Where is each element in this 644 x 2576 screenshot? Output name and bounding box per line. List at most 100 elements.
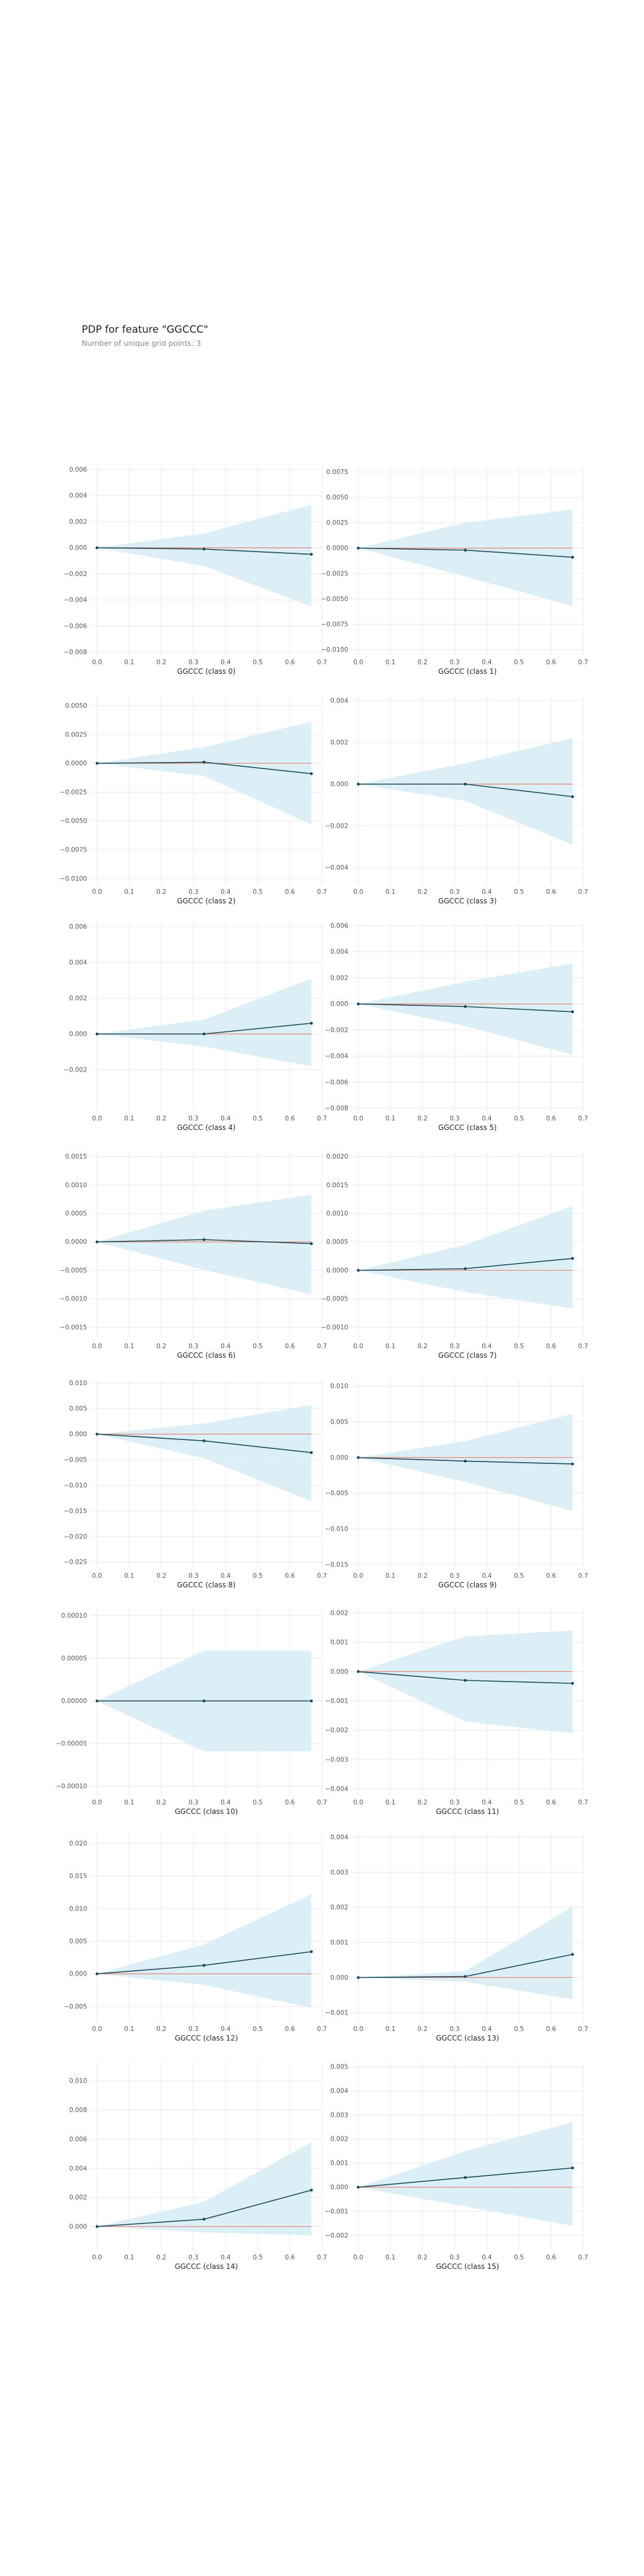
x-tick-label: 0.4: [482, 1799, 492, 1806]
x-tick-label: 0.4: [482, 1115, 492, 1122]
y-tick-label: 0.0000: [326, 545, 348, 552]
x-tick-label: 0.6: [285, 2026, 295, 2033]
y-tick-label: −0.003: [325, 1756, 348, 1763]
y-tick-label: −0.005: [64, 2003, 87, 2010]
y-tick-label: −0.001: [325, 2010, 348, 2017]
y-tick-label: 0.0000: [326, 1267, 348, 1274]
pdp-point: [309, 772, 313, 775]
x-tick-label: 0.6: [546, 1115, 556, 1122]
x-tick-label: 0.3: [188, 1572, 199, 1580]
x-axis-label: GGCCC (class 3): [438, 897, 497, 905]
pdp-chart-class-10: 0.00010 0.00005 0.00000 −0.00005 −0.00010 0.0…: [56, 1607, 327, 1816]
x-axis-label: GGCCC (class 15): [436, 2262, 499, 2271]
y-tick-label: 0.005: [69, 1405, 87, 1413]
x-tick-label: 0.7: [578, 1115, 589, 1122]
y-tick-label: 0.0025: [65, 731, 87, 738]
page-subtitle: Number of unique grid points: 3: [82, 339, 202, 348]
x-tick-label: 0.1: [385, 1343, 395, 1350]
pdp-chart-class-11: 0.002 0.001 0.000 −0.001 −0.002 −0.003 −0.004 0…: [325, 1607, 588, 1816]
y-tick-label: 0.0050: [65, 702, 87, 710]
y-tick-label: −0.002: [64, 1067, 87, 1074]
x-tick-label: 0.1: [124, 888, 134, 896]
y-tick-label: 0.004: [330, 2088, 348, 2095]
y-tick-label: 0.00000: [61, 1698, 87, 1705]
y-tick-label: −0.0010: [60, 1296, 87, 1303]
x-tick-label: 0.3: [450, 2026, 460, 2033]
pdp-point: [202, 1964, 206, 1967]
x-tick-label: 0.5: [253, 888, 263, 896]
x-axis-label: GGCCC (class 9): [438, 1581, 497, 1589]
y-tick-label: 0.000: [69, 1431, 87, 1438]
x-tick-label: 0.5: [253, 2026, 263, 2033]
x-tick-label: 0.4: [221, 659, 231, 666]
y-tick-label: 0.000: [330, 1974, 348, 1981]
x-tick-label: 0.0: [92, 2026, 102, 2033]
pdp-point: [463, 1459, 467, 1463]
pdp-point: [95, 1699, 99, 1702]
pdp-chart-class-9: 0.010 0.005 0.000 −0.005 −0.010 −0.015 0.0 0.1 0…: [325, 1380, 588, 1589]
x-tick-label: 0.1: [385, 1799, 395, 1806]
x-tick-label: 0.1: [385, 888, 395, 896]
x-tick-label: 0.0: [92, 659, 102, 666]
x-tick-label: 0.3: [450, 1343, 460, 1350]
y-tick-label: 0.004: [69, 2165, 87, 2172]
y-tick-label: −0.0075: [321, 621, 348, 628]
y-tick-label: −0.0005: [321, 1296, 348, 1303]
y-tick-label: 0.0050: [326, 494, 348, 501]
pdp-point: [357, 1976, 360, 1979]
x-tick-label: 0.3: [450, 1799, 460, 1806]
y-tick-label: 0.00005: [61, 1655, 87, 1662]
x-tick-label: 0.2: [156, 659, 166, 666]
confidence-band: [97, 979, 312, 1066]
x-tick-label: 0.1: [385, 1572, 395, 1580]
y-tick-label: −0.0075: [60, 847, 87, 854]
pdp-point: [463, 1975, 467, 1979]
x-tick-label: 0.3: [450, 888, 460, 896]
x-tick-label: 0.4: [221, 1343, 231, 1350]
x-tick-label: 0.5: [514, 2254, 524, 2261]
x-tick-label: 0.4: [482, 659, 492, 666]
y-tick-label: −0.005: [325, 1490, 348, 1497]
y-tick-label: −0.0050: [60, 818, 87, 825]
y-tick-label: 0.006: [330, 922, 348, 930]
x-tick-label: 0.4: [221, 888, 231, 896]
confidence-band: [97, 722, 312, 825]
x-tick-label: 0.2: [156, 888, 166, 896]
confidence-band: [358, 1906, 573, 1999]
confidence-band: [97, 2142, 312, 2236]
x-tick-label: 0.0: [92, 888, 102, 896]
x-axis-label: GGCCC (class 13): [436, 2034, 499, 2042]
x-tick-label: 0.1: [124, 1572, 134, 1580]
x-tick-label: 0.1: [124, 1115, 134, 1122]
x-tick-label: 0.7: [578, 1572, 589, 1580]
y-tick-label: 0.0025: [326, 519, 348, 527]
y-tick-label: −0.015: [325, 1562, 348, 1569]
pdp-chart-class-12: 0.020 0.015 0.010 0.005 0.000 −0.005 0.0 0.1 0.2…: [64, 1834, 327, 2042]
x-axis-label: GGCCC (class 8): [177, 1581, 236, 1589]
pdp-point: [571, 1010, 574, 1014]
confidence-band: [97, 1894, 312, 2008]
y-tick-label: −0.0050: [321, 596, 348, 603]
pdp-point: [95, 1032, 99, 1036]
x-tick-label: 0.7: [317, 1572, 327, 1580]
pdp-point: [95, 1240, 99, 1244]
x-tick-label: 0.4: [221, 2026, 231, 2033]
y-tick-label: 0.0005: [65, 1210, 87, 1218]
y-tick-label: 0.0010: [65, 1182, 87, 1189]
x-tick-label: 0.5: [514, 1799, 524, 1806]
pdp-point: [95, 761, 99, 765]
y-tick-label: −0.015: [64, 1507, 87, 1515]
pdp-point: [357, 1269, 360, 1272]
y-tick-label: 0.005: [330, 2064, 348, 2071]
y-tick-label: 0.002: [330, 739, 348, 747]
y-tick-label: −0.025: [64, 1559, 87, 1566]
y-tick-label: 0.002: [69, 518, 87, 525]
y-tick-label: 0.004: [69, 959, 87, 967]
y-tick-label: −0.004: [325, 1053, 348, 1060]
x-tick-label: 0.2: [417, 888, 428, 896]
y-tick-label: 0.000: [330, 2184, 348, 2191]
x-tick-label: 0.6: [285, 1343, 295, 1350]
pdp-chart-class-1: 0.0075 0.0050 0.0025 0.0000 −0.0025 −0.0050 −0…: [321, 467, 588, 676]
pdp-chart-class-5: 0.006 0.004 0.002 0.000 −0.002 −0.004 −0.006 −0…: [325, 922, 588, 1132]
x-tick-label: 0.0: [353, 2026, 363, 2033]
